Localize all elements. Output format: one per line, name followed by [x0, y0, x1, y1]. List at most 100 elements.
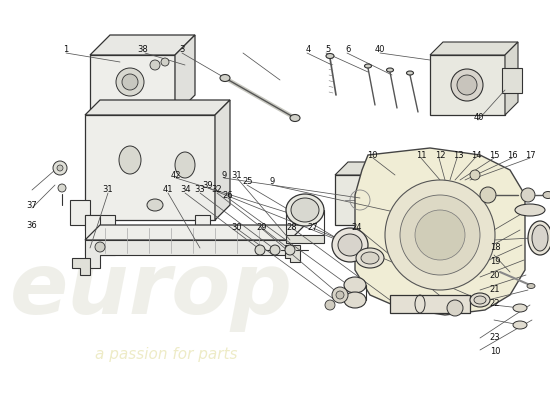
Text: 18: 18: [490, 244, 500, 252]
Text: 31: 31: [103, 186, 113, 194]
Ellipse shape: [147, 199, 163, 211]
Text: 12: 12: [434, 150, 446, 160]
Circle shape: [332, 287, 348, 303]
Polygon shape: [85, 100, 230, 115]
Ellipse shape: [220, 74, 230, 82]
Circle shape: [395, 205, 419, 229]
Ellipse shape: [286, 194, 324, 226]
Text: 38: 38: [138, 46, 148, 54]
Polygon shape: [85, 240, 290, 268]
Polygon shape: [85, 225, 305, 240]
Text: 4: 4: [305, 46, 311, 54]
Ellipse shape: [119, 146, 141, 174]
Polygon shape: [90, 35, 195, 55]
Ellipse shape: [338, 234, 362, 256]
Text: 32: 32: [212, 186, 222, 194]
Text: 23: 23: [490, 334, 500, 342]
Bar: [390, 295, 470, 313]
Ellipse shape: [532, 225, 548, 251]
Ellipse shape: [528, 221, 550, 255]
Ellipse shape: [356, 248, 384, 268]
Ellipse shape: [291, 198, 319, 222]
Polygon shape: [385, 195, 430, 240]
Bar: [286, 235, 324, 243]
Polygon shape: [85, 115, 215, 220]
Polygon shape: [430, 183, 442, 240]
Circle shape: [385, 180, 495, 290]
Ellipse shape: [361, 252, 379, 264]
Text: 22: 22: [490, 298, 500, 308]
Circle shape: [122, 74, 138, 90]
Polygon shape: [430, 55, 505, 115]
Text: 41: 41: [163, 186, 173, 194]
Circle shape: [451, 69, 483, 101]
Polygon shape: [385, 183, 442, 195]
Text: europ: europ: [10, 248, 293, 332]
Text: 36: 36: [26, 220, 37, 230]
Polygon shape: [430, 42, 518, 55]
Text: 9: 9: [221, 170, 227, 180]
Ellipse shape: [513, 304, 527, 312]
Ellipse shape: [326, 54, 334, 58]
Polygon shape: [85, 215, 115, 230]
Polygon shape: [215, 100, 230, 220]
Ellipse shape: [513, 321, 527, 329]
Polygon shape: [85, 215, 100, 240]
Text: 33: 33: [195, 186, 205, 194]
Ellipse shape: [515, 204, 545, 216]
Text: 14: 14: [471, 150, 481, 160]
Text: 31: 31: [232, 170, 243, 180]
Text: 34: 34: [181, 186, 191, 194]
Polygon shape: [505, 42, 518, 115]
Circle shape: [255, 245, 265, 255]
Text: 10: 10: [490, 348, 500, 356]
Bar: [502, 68, 522, 93]
Polygon shape: [385, 162, 398, 225]
Text: 19: 19: [490, 258, 500, 266]
Text: 26: 26: [223, 190, 233, 200]
Text: 40: 40: [474, 114, 484, 122]
Ellipse shape: [175, 152, 195, 178]
Circle shape: [161, 58, 169, 66]
Polygon shape: [72, 258, 90, 275]
Text: 40: 40: [375, 46, 385, 54]
Text: 10: 10: [367, 150, 377, 160]
Polygon shape: [90, 55, 175, 115]
Text: a passion for parts: a passion for parts: [95, 348, 238, 362]
Polygon shape: [285, 245, 300, 262]
Circle shape: [57, 165, 63, 171]
Text: 24: 24: [352, 224, 362, 232]
Text: 1: 1: [63, 46, 69, 54]
Text: 17: 17: [525, 150, 535, 160]
Circle shape: [150, 60, 160, 70]
Text: 28: 28: [287, 224, 298, 232]
Polygon shape: [85, 240, 115, 255]
Text: 37: 37: [26, 200, 37, 210]
Ellipse shape: [365, 64, 371, 68]
Ellipse shape: [290, 114, 300, 122]
Text: 6: 6: [345, 46, 351, 54]
Circle shape: [285, 245, 295, 255]
Circle shape: [270, 245, 280, 255]
Text: 11: 11: [416, 150, 426, 160]
Circle shape: [116, 68, 144, 96]
Text: 3: 3: [179, 46, 185, 54]
Circle shape: [336, 291, 344, 299]
Circle shape: [447, 300, 463, 316]
Ellipse shape: [332, 228, 368, 262]
Ellipse shape: [470, 293, 490, 307]
Circle shape: [470, 170, 480, 180]
Text: 30: 30: [232, 224, 243, 232]
Polygon shape: [335, 162, 398, 175]
Text: 21: 21: [490, 286, 500, 294]
Text: 13: 13: [453, 150, 463, 160]
Text: 20: 20: [490, 270, 500, 280]
Circle shape: [53, 161, 67, 175]
Ellipse shape: [543, 192, 550, 198]
Polygon shape: [355, 148, 525, 315]
Circle shape: [95, 242, 105, 252]
Ellipse shape: [474, 296, 486, 304]
Text: 29: 29: [257, 224, 267, 232]
Text: 16: 16: [507, 150, 518, 160]
Circle shape: [457, 75, 477, 95]
